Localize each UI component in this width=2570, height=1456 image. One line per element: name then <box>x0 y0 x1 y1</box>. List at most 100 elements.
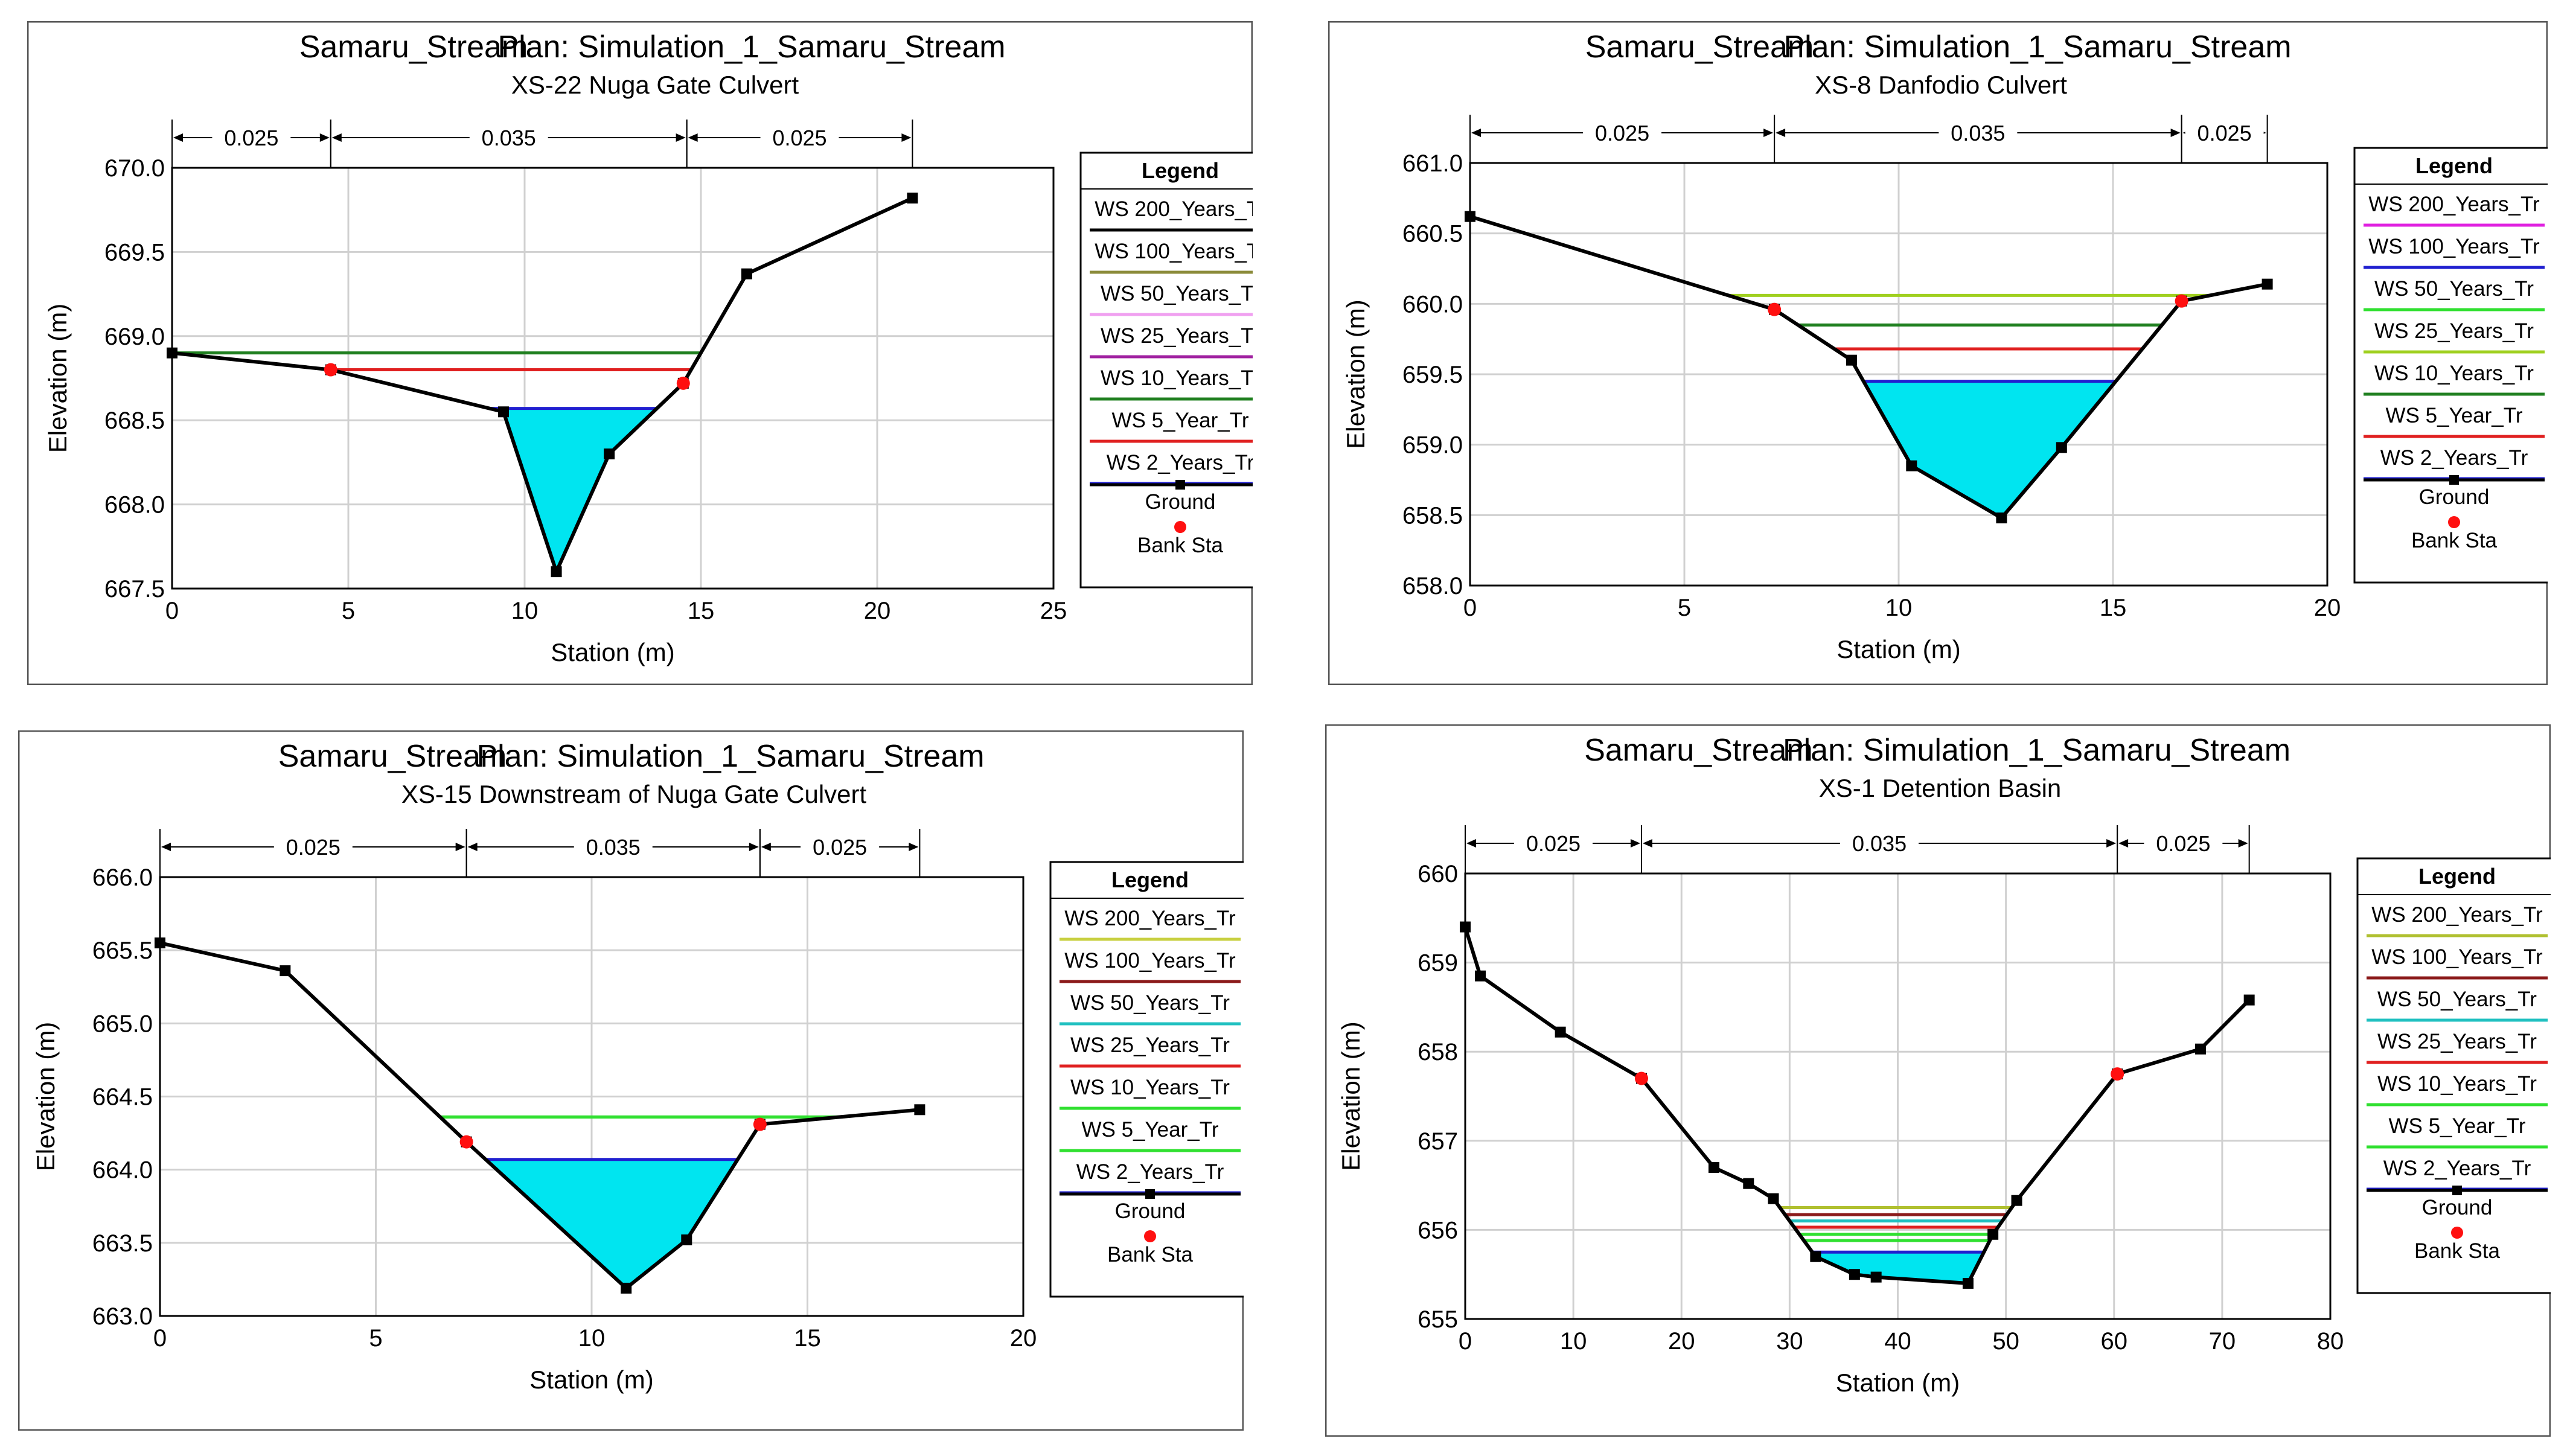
legend-entry-label: WS 200_Years_Tr <box>2368 193 2540 216</box>
chart-plan: Plan: Simulation_1_Samaru_Stream <box>476 739 984 774</box>
legend-entry-label: WS 2_Years_Tr <box>1107 451 1253 474</box>
manning-label: 0.025 <box>286 835 340 860</box>
manning-label: 0.025 <box>2156 831 2210 856</box>
legend-entry-label: WS 2_Years_Tr <box>2383 1157 2531 1180</box>
legend-frame <box>2356 857 2551 1294</box>
plot-area-frame <box>1464 872 2332 1320</box>
legend-ground-label: Ground <box>2419 485 2490 509</box>
legend-entry-label: WS 25_Years_Tr <box>2377 1030 2537 1053</box>
manning-label-bg <box>469 124 548 151</box>
legend-entry-label: WS 10_Years_Tr <box>1101 366 1253 390</box>
manning-label-bg <box>1840 830 1919 857</box>
ground-point <box>1475 970 1486 982</box>
ground-point <box>280 965 291 977</box>
ground-point <box>2011 1195 2022 1206</box>
y-tick-label: 660 <box>1418 861 1458 887</box>
manning-arrow <box>467 843 478 851</box>
legend-ground-label: Ground <box>1145 490 1216 514</box>
manning-arrow <box>455 843 465 851</box>
legend-ground-label: Ground <box>2422 1196 2493 1219</box>
manning-arrow <box>161 843 171 851</box>
legend-ground-label: Ground <box>1115 1199 1186 1223</box>
x-tick-label: 0 <box>1463 595 1477 621</box>
x-tick-label: 50 <box>1992 1328 2019 1355</box>
ground-point <box>497 406 509 418</box>
legend-entry-label: WS 5_Year_Tr <box>1112 409 1249 432</box>
ground-point <box>2262 278 2273 290</box>
y-tick-label: 660.5 <box>1402 221 1463 247</box>
manning-label-bg <box>2185 120 2264 146</box>
ground-point <box>1987 1228 1999 1240</box>
legend-bank-marker <box>1174 521 1186 533</box>
ground-point <box>1768 1193 1779 1204</box>
ground-point <box>1810 1251 1821 1262</box>
manning-label: 0.025 <box>1595 121 1649 145</box>
y-tick-label: 659 <box>1418 950 1458 977</box>
legend-bank-label: Bank Sta <box>2411 529 2498 552</box>
chart-panel-4: Samaru_Stream Plan: Simulation_1_Samaru_S… <box>1325 724 2551 1437</box>
manning-arrow <box>761 843 771 851</box>
legend-bank-marker <box>2451 1227 2463 1239</box>
y-tick-label: 656 <box>1418 1217 1458 1244</box>
x-tick-label: 5 <box>1678 595 1691 621</box>
manning-arrow <box>749 843 759 851</box>
bank-station-point <box>753 1117 767 1131</box>
manning-label-bg <box>2144 830 2223 857</box>
manning-label: 0.025 <box>2198 121 2252 145</box>
legend-title: Legend <box>2415 153 2493 178</box>
ground-point <box>1465 211 1475 222</box>
bank-station-point <box>459 1135 473 1149</box>
manning-label: 0.035 <box>1951 121 2005 145</box>
manning-label-bg <box>574 834 653 860</box>
x-tick-label: 70 <box>2209 1328 2236 1355</box>
bank-station-point <box>2175 294 2188 308</box>
y-tick-label: 663.0 <box>92 1303 153 1330</box>
legend-entry-label: WS 25_Years_Tr <box>1070 1033 1230 1057</box>
legend: Legend WS 200_Years_Tr WS 100_Years_Tr WS 5… <box>1079 152 1253 589</box>
y-tick-label: 665.5 <box>92 937 153 964</box>
legend-title: Legend <box>1111 867 1189 892</box>
manning-arrow <box>1466 839 1476 848</box>
manning-label-bg <box>1583 120 1662 146</box>
legend: Legend WS 200_Years_Tr WS 100_Years_Tr WS 5… <box>2356 857 2551 1294</box>
legend-title: Legend <box>1142 158 1219 183</box>
x-tick-label: 15 <box>688 598 715 624</box>
legend-entry-label: WS 25_Years_Tr <box>2374 319 2534 343</box>
legend-entry-label: WS 5_Year_Tr <box>2386 404 2523 427</box>
legend-entry-label: WS 10_Years_Tr <box>2374 362 2534 385</box>
chart-title: Samaru_Stream <box>299 30 528 65</box>
manning-arrow <box>1630 839 1640 848</box>
manning-arrow <box>2106 839 2117 848</box>
ground-line <box>171 196 913 577</box>
manning-arrow <box>173 133 183 142</box>
manning-label: 0.025 <box>813 835 867 860</box>
manning-arrow <box>1471 129 1481 137</box>
manning-label: 0.025 <box>224 126 278 150</box>
y-tick-label: 663.5 <box>92 1230 153 1257</box>
chart-plan: Plan: Simulation_1_Samaru_Stream <box>1783 733 2290 768</box>
x-tick-label: 15 <box>2100 595 2127 621</box>
plot-area-frame <box>159 876 1024 1317</box>
legend-entry-label: WS 5_Year_Tr <box>2389 1114 2526 1138</box>
ground-point <box>1849 1269 1860 1280</box>
legend-bank-label: Bank Sta <box>1107 1243 1194 1266</box>
chart-panel-3: Samaru_Stream Plan: Simulation_1_Samaru_S… <box>18 730 1244 1431</box>
x-tick-label: 0 <box>1459 1328 1472 1355</box>
legend-entry-label: WS 200_Years_Tr <box>1064 907 1236 930</box>
manning-arrow <box>676 133 686 142</box>
manning-arrow <box>1642 839 1652 848</box>
y-axis-label: Elevation (m) <box>31 1022 60 1171</box>
x-tick-label: 0 <box>153 1325 167 1352</box>
x-axis-label: Station (m) <box>529 1365 653 1394</box>
ground-point <box>1555 1026 1566 1038</box>
legend-entry-label: WS 10_Years_Tr <box>2377 1072 2537 1096</box>
x-tick-label: 10 <box>1560 1328 1587 1355</box>
ground-point <box>907 193 918 204</box>
ground-point <box>2243 994 2255 1006</box>
ground-point <box>155 937 165 949</box>
ground-point <box>1962 1277 1974 1289</box>
ground-point <box>681 1234 692 1245</box>
legend-entry-label: WS 50_Years_Tr <box>2377 988 2537 1011</box>
legend-ground-marker <box>1145 1189 1155 1199</box>
